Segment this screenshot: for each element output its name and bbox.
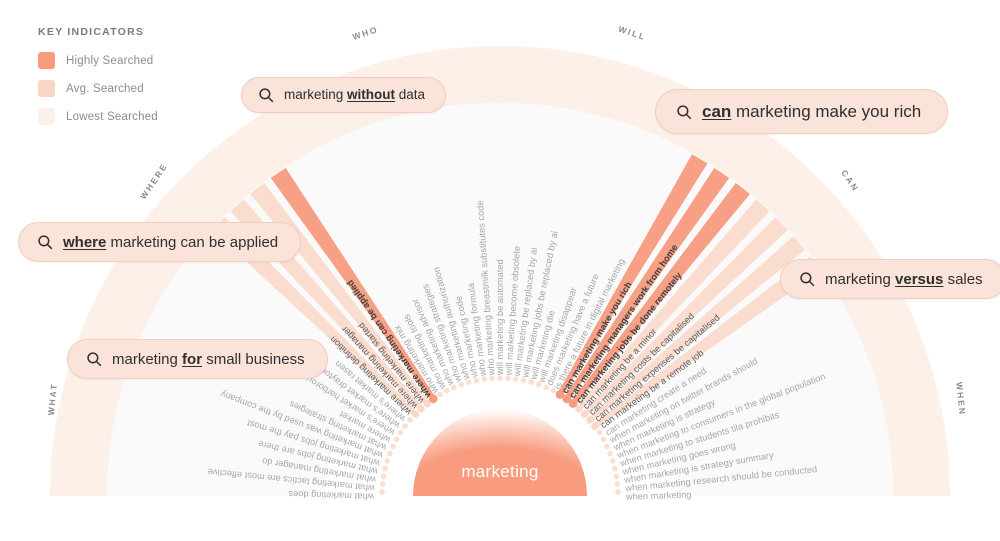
callout-where[interactable]: where marketing can be applied	[18, 222, 302, 262]
intensity-dot	[437, 391, 443, 398]
intensity-dot	[612, 465, 618, 472]
intensity-dot	[380, 473, 387, 480]
intensity-dot	[489, 375, 495, 382]
intensity-dot	[555, 390, 565, 399]
intensity-dot	[600, 436, 607, 443]
legend-title: KEY INDICATORS	[38, 26, 145, 38]
wedge-where	[212, 217, 420, 419]
intensity-dot	[562, 394, 572, 404]
intensity-dot	[393, 436, 400, 443]
callout-versus[interactable]: marketing versus sales	[780, 259, 1000, 299]
intensity-dot	[473, 377, 480, 384]
wedge-can	[562, 167, 730, 404]
intensity-dot	[379, 489, 385, 495]
legend-item-label: Avg. Searched	[66, 82, 144, 95]
intensity-dot	[512, 376, 519, 382]
search-icon	[86, 351, 112, 367]
intensity-dot	[614, 481, 621, 488]
legend: KEY INDICATORS Highly Searched Avg. Searc…	[38, 26, 158, 136]
intensity-dot	[604, 443, 610, 450]
legend-swatch-icon	[38, 80, 55, 97]
intensity-dot	[397, 429, 404, 436]
intensity-dot	[411, 410, 419, 418]
intensity-dot	[387, 450, 393, 457]
callout-text: marketing without data	[284, 87, 426, 103]
intensity-dot	[466, 379, 472, 386]
intensity-dot	[535, 381, 542, 388]
legend-item-0: Highly Searched	[38, 52, 158, 69]
intensity-dot	[423, 399, 431, 407]
intensity-dot	[451, 384, 457, 391]
intensity-dot	[520, 377, 527, 384]
legend-swatch-icon	[38, 108, 55, 125]
callout-can-rich[interactable]: can marketing make you rich	[655, 89, 949, 134]
wedge-where	[270, 167, 438, 404]
intensity-dot	[543, 384, 549, 391]
intensity-dot	[568, 399, 578, 408]
search-icon	[258, 87, 284, 103]
wedge-layer	[212, 154, 821, 431]
intensity-dot	[609, 458, 616, 464]
callout-text: can marketing make you rich	[702, 102, 922, 121]
wedge-can	[555, 154, 708, 400]
callout-keyword: where	[63, 233, 107, 251]
dot-arc	[379, 375, 621, 495]
search-icon	[676, 104, 702, 120]
wedge-can	[585, 236, 806, 425]
legend-item-label: Lowest Searched	[66, 110, 158, 123]
intensity-dot	[402, 423, 408, 429]
intensity-dot	[497, 375, 503, 381]
intensity-dot	[379, 481, 386, 488]
intensity-dot	[417, 404, 425, 413]
intensity-dot	[591, 422, 599, 430]
search-icon	[37, 234, 63, 250]
intensity-dot	[613, 473, 620, 480]
callout-text: marketing versus sales	[825, 270, 983, 288]
intensity-dot	[458, 381, 465, 388]
intensity-dot	[390, 443, 396, 450]
intensity-dot	[615, 489, 621, 495]
legend-item-1: Avg. Searched	[38, 80, 158, 97]
legend-item-label: Highly Searched	[66, 54, 154, 67]
intensity-dot	[575, 404, 583, 413]
intensity-dot	[407, 417, 413, 423]
intensity-dot	[428, 394, 438, 404]
callout-keyword: without	[347, 87, 396, 103]
callout-keyword: for	[182, 350, 203, 368]
intensity-dot	[596, 429, 603, 436]
callout-for-small[interactable]: marketing for small business	[67, 339, 328, 379]
center-hub	[413, 409, 587, 496]
legend-item-2: Lowest Searched	[38, 108, 158, 125]
intensity-dot	[444, 387, 450, 394]
callout-keyword: versus	[895, 270, 944, 288]
intensity-dot	[586, 416, 594, 424]
intensity-dot	[528, 379, 534, 386]
intensity-dot	[550, 387, 556, 394]
intensity-dot	[481, 376, 488, 382]
callout-text: marketing for small business	[112, 350, 305, 368]
intensity-dot	[382, 465, 389, 472]
wedge-can	[574, 199, 770, 414]
intensity-dot	[505, 375, 511, 382]
intensity-dot	[607, 450, 613, 457]
intensity-dot	[581, 410, 589, 418]
wedge-can	[568, 182, 750, 409]
search-icon	[799, 271, 825, 287]
callout-text: where marketing can be applied	[63, 233, 279, 251]
callout-keyword: can	[702, 102, 732, 121]
legend-swatch-icon	[38, 52, 55, 69]
wedge-can	[580, 217, 788, 419]
hub-label: marketing	[461, 462, 539, 481]
wedge-can	[590, 256, 821, 431]
intensity-dot	[384, 458, 391, 464]
callout-without[interactable]: marketing without data	[241, 77, 447, 113]
